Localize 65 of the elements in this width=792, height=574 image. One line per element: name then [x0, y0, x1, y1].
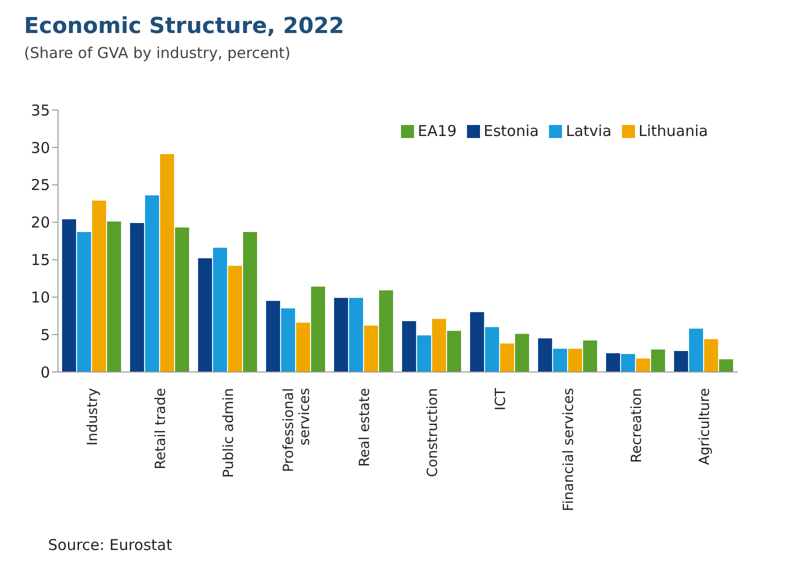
x-tick-label: Real estate	[357, 388, 373, 467]
bar	[266, 300, 280, 372]
bar	[311, 286, 326, 372]
legend-label: Latvia	[566, 122, 612, 140]
y-tick-label: 5	[40, 326, 50, 344]
bar	[243, 232, 258, 372]
chart-subtitle: (Share of GVA by industry, percent)	[24, 44, 291, 62]
bar	[296, 322, 310, 372]
bar	[334, 298, 348, 372]
legend-label: EA19	[418, 122, 457, 140]
x-tick-label: Recreation	[629, 388, 645, 463]
legend-label: Estonia	[484, 122, 539, 140]
source-note: Source: Eurostat	[48, 536, 172, 554]
y-tick-label: 30	[30, 138, 50, 157]
x-tick-label: Financial services	[561, 388, 577, 512]
y-tick-label: 10	[30, 288, 50, 306]
bar	[447, 330, 462, 372]
y-tick-label: 35	[30, 101, 50, 120]
bar	[349, 298, 364, 372]
bar	[500, 344, 514, 372]
bar	[175, 228, 190, 372]
bar	[674, 351, 688, 372]
bar	[606, 353, 620, 372]
y-tick-label: 0	[40, 363, 50, 382]
bar	[485, 327, 500, 372]
x-tick-label: Public admin	[221, 388, 237, 478]
bar	[213, 248, 228, 372]
bar	[470, 312, 484, 372]
y-tick-label: 20	[30, 214, 50, 232]
bar	[107, 222, 122, 372]
x-tick-label: Professional services	[281, 388, 313, 472]
bar	[379, 290, 394, 372]
chart-title: Economic Structure, 2022	[24, 14, 344, 39]
bar	[689, 328, 704, 372]
bar	[621, 354, 636, 372]
bar	[704, 339, 718, 372]
bar	[77, 232, 92, 372]
bar	[62, 219, 76, 372]
bar	[636, 358, 650, 372]
x-tick-label: Agriculture	[697, 388, 713, 465]
x-tick-label: Construction	[425, 388, 441, 478]
x-tick-label: ICT	[493, 388, 509, 410]
bar	[198, 258, 212, 372]
bar	[281, 308, 296, 372]
bar	[651, 350, 666, 372]
x-tick-label: Retail trade	[153, 388, 169, 470]
bar	[364, 326, 378, 372]
bar	[538, 338, 552, 372]
bar	[553, 348, 568, 372]
x-tick-label: Industry	[85, 388, 101, 446]
bar	[515, 334, 530, 372]
bar	[402, 321, 416, 372]
bar	[417, 335, 432, 372]
y-tick-label: 25	[30, 176, 50, 194]
bar	[228, 266, 242, 372]
bar	[160, 154, 174, 372]
legend-label: Lithuania	[638, 122, 708, 140]
y-tick-label: 15	[30, 251, 50, 270]
bar	[719, 359, 734, 372]
bar	[432, 318, 446, 372]
bar	[145, 195, 160, 372]
bar	[568, 348, 582, 372]
bar	[130, 223, 144, 372]
bar	[583, 340, 598, 372]
bar	[92, 200, 106, 372]
